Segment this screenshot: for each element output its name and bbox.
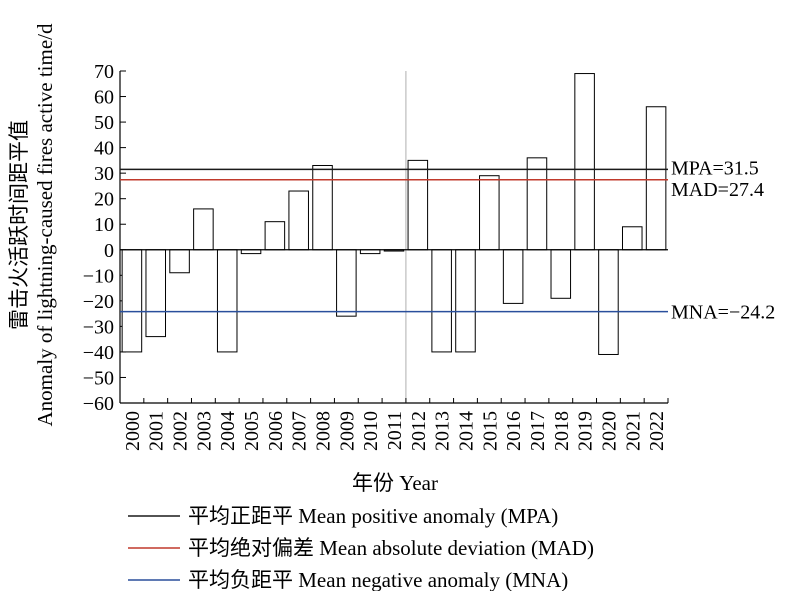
- ref-label-mna: MNA=−24.2: [671, 302, 775, 324]
- y-tick-label: 20: [94, 189, 114, 211]
- x-tick-label: 2017: [527, 411, 549, 451]
- y-tick-label: 70: [94, 61, 114, 83]
- x-tick-label: 2020: [598, 411, 620, 451]
- bar-2017: [526, 157, 548, 251]
- y-tick-label: 40: [94, 138, 114, 160]
- y-tick-label: 30: [94, 163, 114, 185]
- legend: 平均正距平 Mean positive anomaly (MPA) 平均绝对偏差 …: [128, 504, 594, 591]
- bar-2007: [288, 190, 309, 251]
- x-tick-label: 2018: [551, 411, 573, 451]
- x-tick-label: 2008: [313, 411, 335, 451]
- x-tick-label: 2011: [384, 411, 406, 450]
- y-axis-label-english: Anomaly of lightning-caused fires active…: [33, 23, 57, 426]
- bar-2001: [145, 249, 167, 338]
- x-tick-label: 2015: [479, 411, 501, 451]
- x-tick-label: 2005: [241, 411, 263, 451]
- bar-2015: [479, 175, 500, 251]
- bar-2002: [169, 249, 190, 274]
- x-tick-label: 2002: [170, 411, 192, 451]
- y-axis-label-chinese: 雷击火活跃时间距平值: [7, 120, 31, 330]
- y-tick-label: 50: [94, 112, 114, 134]
- bar-2020: [598, 249, 619, 355]
- y-tick-label: 10: [94, 214, 114, 236]
- bar-2009: [336, 249, 357, 317]
- bar-2021: [621, 226, 643, 251]
- x-tick-label: 2012: [408, 411, 430, 451]
- y-tick-label: −50: [83, 367, 114, 389]
- bar-2022: [645, 106, 667, 251]
- y-tick-label: 0: [104, 240, 114, 262]
- y-tick-label: −10: [83, 265, 114, 287]
- x-tick-label: 2004: [217, 411, 239, 451]
- y-axis-label-group: 雷击火活跃时间距平值 Anomaly of lightning-caused f…: [7, 23, 57, 426]
- y-tick-label: −40: [83, 342, 114, 364]
- x-tick-label: 2010: [360, 411, 382, 451]
- bar-2013: [431, 249, 452, 353]
- y-tick-label: −30: [83, 316, 114, 338]
- legend-label-mna: 平均负距平 Mean negative anomaly (MNA): [188, 568, 568, 591]
- x-tick-label: 2007: [289, 411, 311, 451]
- x-tick-label: 2003: [193, 411, 215, 451]
- x-axis-label: 年份 Year: [352, 471, 438, 495]
- bar-2003: [193, 208, 214, 251]
- x-tick-label: 2014: [455, 411, 477, 451]
- bar-2016: [502, 249, 524, 304]
- ref-label-mpa: MPA=31.5: [671, 157, 759, 179]
- ref-label-mad: MAD=27.4: [671, 179, 764, 201]
- x-tick-label: 2021: [622, 411, 644, 451]
- legend-label-mad: 平均绝对偏差 Mean absolute deviation (MAD): [188, 536, 594, 560]
- bar-2019: [574, 73, 595, 251]
- y-tick-label: −20: [83, 291, 114, 313]
- x-tick-label: 2022: [646, 411, 668, 451]
- bar-2012: [407, 159, 429, 251]
- x-tick-label: 2006: [265, 411, 287, 451]
- bar-2008: [312, 164, 333, 251]
- bar-2004: [216, 249, 238, 353]
- bar-2006: [264, 221, 286, 251]
- x-tick-label: 2013: [432, 411, 454, 451]
- x-tick-label: 2019: [575, 411, 597, 451]
- bar-2018: [550, 249, 572, 299]
- bar-2014: [455, 249, 476, 353]
- x-tick-label: 2000: [122, 411, 144, 451]
- x-tick-label: 2016: [503, 411, 525, 451]
- y-tick-label: 60: [94, 87, 114, 109]
- legend-label-mpa: 平均正距平 Mean positive anomaly (MPA): [188, 504, 558, 528]
- x-tick-label: 2001: [146, 411, 168, 451]
- bar-2000: [121, 249, 143, 353]
- y-tick-label: −60: [83, 393, 114, 415]
- x-tick-label: 2009: [336, 411, 358, 451]
